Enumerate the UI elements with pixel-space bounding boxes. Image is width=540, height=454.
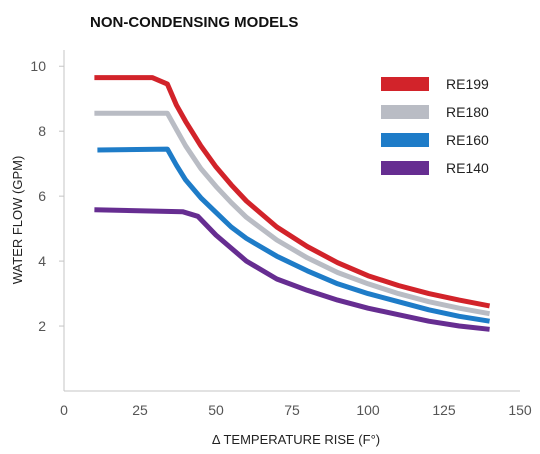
legend-swatch-re140 — [381, 161, 429, 175]
legend-swatch-re160 — [381, 133, 429, 147]
y-tick-label: 10 — [30, 58, 46, 74]
y-tick-label: 4 — [38, 253, 46, 269]
chart-title: NON-CONDENSING MODELS — [90, 14, 298, 31]
y-tick-label: 6 — [38, 188, 46, 204]
legend: RE199 RE180 RE160 RE140 — [381, 76, 489, 176]
series-lines — [94, 75, 491, 332]
y-axis-label: WATER FLOW (GPM) — [10, 156, 25, 285]
series-line-re140 — [94, 207, 490, 332]
x-tick-label: 0 — [60, 402, 68, 418]
legend-swatch-re199 — [381, 77, 429, 91]
legend-label-re160: RE160 — [446, 132, 489, 148]
x-tick-label: 75 — [284, 402, 300, 418]
x-tick-label: 125 — [432, 402, 456, 418]
series-line-re180 — [94, 110, 491, 317]
y-tick-label: 8 — [38, 123, 46, 139]
x-axis-ticks: 0 25 50 75 100 125 150 — [60, 402, 532, 418]
x-tick-label: 150 — [508, 402, 532, 418]
x-tick-label: 50 — [208, 402, 224, 418]
legend-label-re199: RE199 — [446, 76, 489, 92]
series-line-re160 — [97, 146, 490, 324]
series-line-re199 — [94, 75, 491, 309]
y-axis-ticks: 2 4 6 8 10 — [30, 58, 64, 334]
x-tick-label: 25 — [132, 402, 148, 418]
legend-label-re180: RE180 — [446, 104, 489, 120]
x-tick-label: 100 — [356, 402, 380, 418]
legend-label-re140: RE140 — [446, 160, 489, 176]
x-axis-label: Δ TEMPERATURE RISE (F°) — [212, 432, 380, 447]
legend-swatch-re180 — [381, 105, 429, 119]
y-tick-label: 2 — [38, 318, 46, 334]
